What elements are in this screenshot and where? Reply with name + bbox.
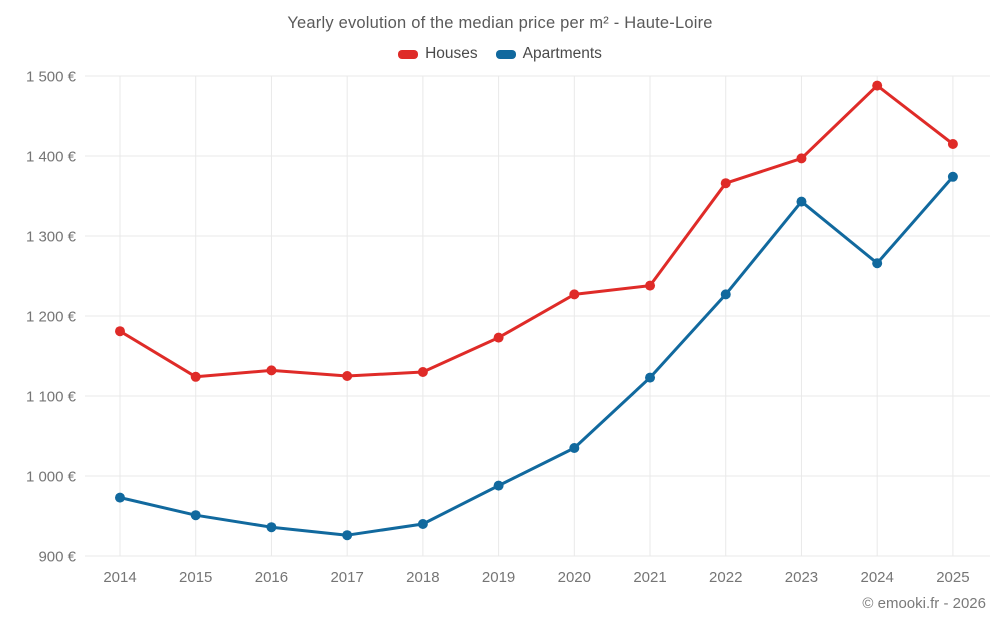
houses-point-2022[interactable]	[720, 178, 731, 189]
chart-title: Yearly evolution of the median price per…	[287, 14, 713, 32]
houses-point-2017[interactable]	[342, 371, 353, 381]
x-tick-label: 2014	[103, 569, 136, 586]
x-tick-label: 2025	[936, 569, 969, 586]
houses-line	[118, 84, 955, 379]
x-tick-label: 2023	[785, 569, 818, 586]
apartments-swatch-icon	[495, 49, 516, 59]
houses-point-2019[interactable]	[493, 332, 504, 343]
apartments-point-2021[interactable]	[645, 372, 656, 383]
apartments-line	[118, 175, 955, 537]
houses-point-2020[interactable]	[569, 289, 580, 300]
apartments-point-2016[interactable]	[266, 522, 277, 533]
x-tick-label: 2020	[558, 569, 591, 586]
x-tick-label: 2024	[860, 569, 893, 586]
legend-label-apartments: Apartments	[522, 45, 602, 62]
legend-item-houses[interactable]: Houses	[398, 45, 478, 63]
x-axis-labels: 2014 2015 2016 2017 2018 2019 2020 2021 2022 2023…	[103, 569, 969, 586]
y-axis-labels: 900 € 1 000 € 1 100 € 1 200 € 1 300 € 1 400 €…	[26, 68, 77, 565]
x-tick-label: 2015	[179, 569, 212, 586]
y-tick-label: 1 400 €	[26, 148, 77, 165]
apartments-point-2018[interactable]	[417, 519, 428, 529]
houses-point-2014[interactable]	[115, 326, 125, 337]
houses-point-2018[interactable]	[417, 367, 428, 377]
x-tick-label: 2016	[255, 569, 288, 586]
legend: Houses Apartments	[0, 45, 1000, 63]
houses-point-2023[interactable]	[796, 153, 807, 164]
houses-point-2021[interactable]	[645, 280, 656, 291]
y-tick-label: 1 000 €	[26, 468, 77, 485]
houses-series	[115, 80, 958, 382]
houses-point-2016[interactable]	[266, 365, 277, 376]
x-tick-label: 2022	[709, 569, 742, 586]
legend-label-houses: Houses	[425, 45, 478, 62]
apartments-point-2019[interactable]	[493, 480, 504, 491]
apartments-point-2020[interactable]	[569, 443, 580, 453]
x-tick-label: 2017	[330, 569, 363, 586]
apartments-point-2022[interactable]	[720, 289, 731, 300]
y-tick-label: 900 €	[38, 548, 76, 565]
grid	[85, 75, 990, 557]
houses-point-2025[interactable]	[947, 139, 958, 149]
legend-item-apartments[interactable]: Apartments	[495, 45, 602, 63]
apartments-series	[115, 171, 958, 541]
x-tick-label: 2021	[633, 569, 666, 586]
apartments-point-2014[interactable]	[115, 492, 125, 503]
apartments-point-2025[interactable]	[947, 171, 958, 182]
houses-point-2015[interactable]	[190, 371, 201, 382]
y-tick-label: 1 300 €	[26, 228, 77, 245]
attribution-watermark: © emooki.fr - 2026	[862, 595, 986, 612]
houses-swatch-icon	[398, 49, 419, 59]
x-tick-label: 2019	[482, 569, 515, 586]
y-tick-label: 1 100 €	[26, 388, 77, 405]
apartments-point-2024[interactable]	[872, 258, 883, 269]
x-tick-label: 2018	[406, 569, 439, 586]
y-tick-label: 1 200 €	[26, 308, 77, 325]
apartments-point-2017[interactable]	[342, 530, 353, 541]
houses-point-2024[interactable]	[872, 80, 883, 91]
apartments-point-2015[interactable]	[190, 510, 201, 521]
y-tick-label: 1 500 €	[26, 68, 77, 85]
apartments-point-2023[interactable]	[796, 196, 807, 207]
